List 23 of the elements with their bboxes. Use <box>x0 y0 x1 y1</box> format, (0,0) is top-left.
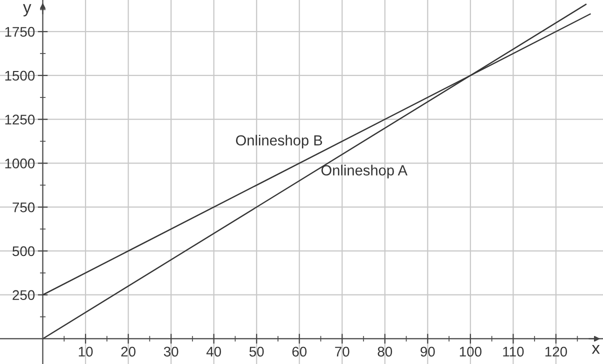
y-tick-label: 500 <box>12 246 35 256</box>
x-tick-label: 20 <box>121 346 136 357</box>
y-tick-label: 1500 <box>5 70 35 81</box>
series-label: Onlineshop B <box>236 134 322 148</box>
y-tick-label: 1750 <box>5 26 35 37</box>
x-tick-label: 40 <box>206 346 222 357</box>
x-tick-label: 70 <box>335 346 350 357</box>
x-tick-label: 110 <box>503 346 524 357</box>
x-tick-label: 10 <box>78 346 93 357</box>
y-axis-title: y <box>23 4 32 16</box>
x-tick-label: 60 <box>292 346 307 357</box>
x-tick-label: 100 <box>460 346 482 357</box>
y-tick-label: 750 <box>12 202 35 212</box>
y-tick-label: 250 <box>12 290 35 300</box>
x-tick-label: 50 <box>249 346 264 357</box>
x-tick-label: 30 <box>164 346 178 357</box>
y-tick-label: 1000 <box>5 158 35 168</box>
x-tick-label: 80 <box>378 346 392 357</box>
x-tick-label: 90 <box>420 346 435 357</box>
x-axis-title: x <box>592 344 600 354</box>
y-tick-label: 1250 <box>5 114 35 125</box>
x-tick-label: 120 <box>545 346 567 357</box>
series-label: Onlineshop A <box>321 164 408 178</box>
